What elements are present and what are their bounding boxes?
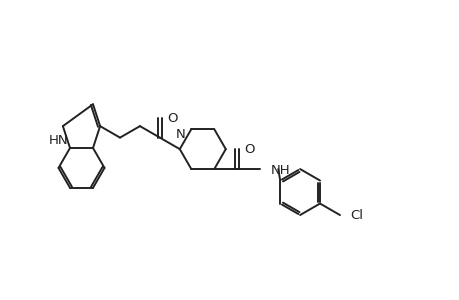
Text: O: O	[244, 143, 254, 156]
Text: HN: HN	[49, 134, 68, 147]
Text: NH: NH	[270, 164, 289, 176]
Text: O: O	[167, 112, 177, 124]
Text: Cl: Cl	[349, 208, 362, 221]
Text: N: N	[175, 128, 185, 141]
